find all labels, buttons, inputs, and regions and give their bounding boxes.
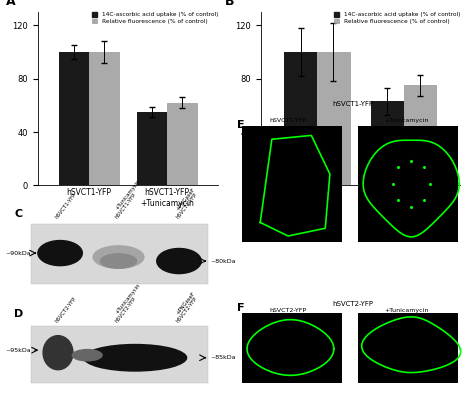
FancyBboxPatch shape: [242, 314, 341, 383]
Text: hSVCT2-YFP: hSVCT2-YFP: [175, 296, 198, 324]
Text: A: A: [6, 0, 15, 8]
Bar: [403, 85, 437, 185]
Bar: [284, 52, 317, 185]
Ellipse shape: [92, 245, 145, 269]
Text: +Tunicamycin: +Tunicamycin: [384, 118, 429, 123]
Text: +PNGaseF: +PNGaseF: [175, 187, 196, 211]
Text: ~85kDa: ~85kDa: [210, 355, 236, 360]
Text: hSVCT2-YFP: hSVCT2-YFP: [333, 301, 374, 307]
Text: hSVCT2-YFP: hSVCT2-YFP: [115, 296, 138, 324]
Text: +PNGaseF: +PNGaseF: [175, 291, 196, 315]
Ellipse shape: [72, 349, 103, 361]
Text: +Tunicamycin: +Tunicamycin: [115, 283, 142, 315]
FancyBboxPatch shape: [358, 126, 457, 242]
Bar: [59, 52, 89, 185]
Text: +Tunicamycin: +Tunicamycin: [115, 179, 142, 211]
Ellipse shape: [156, 248, 202, 274]
Ellipse shape: [83, 344, 187, 372]
Bar: [137, 112, 167, 185]
Text: hSVCT1-YFP: hSVCT1-YFP: [270, 118, 307, 123]
Bar: [317, 52, 350, 185]
Ellipse shape: [42, 335, 73, 370]
Bar: [371, 102, 403, 185]
Ellipse shape: [100, 253, 137, 269]
Text: D: D: [14, 309, 24, 319]
Text: hSVCT2-YFP: hSVCT2-YFP: [54, 296, 77, 324]
Bar: [89, 52, 118, 185]
Legend: 14C-ascorbic acid uptake (% of control), Relative fluorescence (% of control): 14C-ascorbic acid uptake (% of control),…: [334, 12, 461, 25]
Text: E: E: [237, 120, 245, 130]
FancyBboxPatch shape: [31, 326, 208, 383]
Ellipse shape: [37, 240, 83, 266]
Text: hSVCT1-YFP: hSVCT1-YFP: [175, 192, 198, 220]
Text: +Tunicamycin: +Tunicamycin: [384, 308, 429, 314]
FancyBboxPatch shape: [31, 224, 208, 284]
Text: F: F: [237, 303, 245, 313]
Text: ~90kDa: ~90kDa: [5, 251, 31, 256]
Text: B: B: [225, 0, 234, 8]
FancyBboxPatch shape: [242, 126, 341, 242]
Text: C: C: [14, 209, 22, 218]
Text: hSVCT2-YFP: hSVCT2-YFP: [270, 308, 307, 314]
Text: ~80kDa: ~80kDa: [210, 259, 236, 264]
Text: ~95kDa: ~95kDa: [5, 348, 31, 353]
Bar: [167, 103, 197, 185]
Legend: 14C-ascorbic acid uptake (% of control), Relative fluorescence (% of control): 14C-ascorbic acid uptake (% of control),…: [92, 12, 219, 25]
Text: hSVCT1-YFP: hSVCT1-YFP: [115, 192, 138, 220]
Text: hSVCT1-YFP: hSVCT1-YFP: [333, 101, 374, 106]
FancyBboxPatch shape: [358, 314, 457, 383]
Text: hSVCT1-YFP: hSVCT1-YFP: [54, 192, 77, 220]
